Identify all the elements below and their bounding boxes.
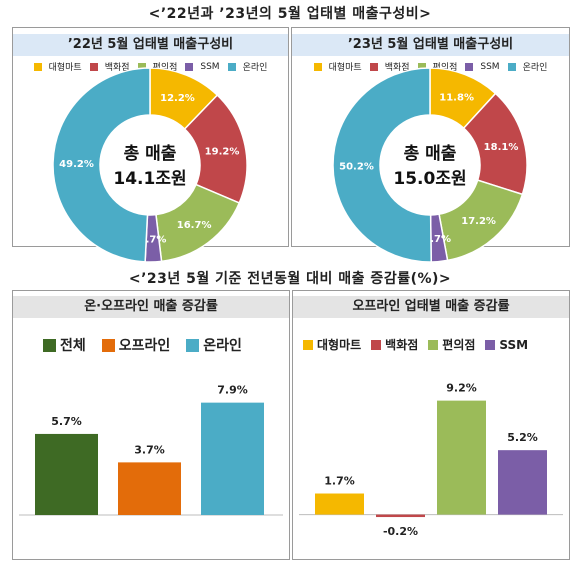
bar-online-offline-legend: 전체 오프라인 온라인 bbox=[43, 335, 242, 355]
bar-online-offline-legend-item-0: 전체 bbox=[43, 335, 86, 355]
pie-2023-legend-label-1: 백화점 bbox=[384, 63, 410, 73]
pie-2023-slice-label-0: 11.8% bbox=[439, 92, 474, 103]
pie-2023-legend-item-0: 대형마트 bbox=[313, 60, 362, 73]
bar-online-offline-legend-label-0: 전체 bbox=[60, 338, 86, 354]
pie-2023-legend-swatch-0 bbox=[313, 62, 322, 71]
bar-online-offline-legend-swatch-1 bbox=[101, 338, 115, 352]
pie-2023-legend: 대형마트 백화점 편의점 SSM 온라인 bbox=[292, 60, 569, 73]
top-section-title: <’22년과 ’23년의 5월 업태별 매출구성비> bbox=[148, 6, 432, 22]
bar-offline-types-chart: 1.7% -0.2% 9.2% 5.2% bbox=[299, 382, 563, 538]
bar-online-offline-legend-item-2: 온라인 bbox=[186, 335, 242, 355]
pie-2022-legend: 대형마트 백화점 편의점 SSM 온라인 bbox=[13, 60, 288, 73]
bar-offline-types-legend-swatch-0 bbox=[303, 339, 313, 350]
bar-online-offline-legend-label-1: 오프라인 bbox=[118, 338, 171, 354]
pie-2022-title: ’22년 5월 업태별 매출구성비 bbox=[13, 34, 288, 56]
bar-offline-types-legend-item-3: SSM bbox=[485, 338, 528, 352]
pie-2023-slice-label-3: 2.7% bbox=[423, 234, 451, 245]
bar-offline-types-bar-1 bbox=[376, 514, 425, 518]
bar-panel-offline-types: 오프라인 업태별 매출 증감률 대형마트 백화점 편의점 SSM 1.7% -0.2% 9… bbox=[292, 290, 570, 560]
pie-2022-legend-label-4: 온라인 bbox=[242, 63, 268, 73]
pie-2023-legend-item-3: SSM bbox=[465, 61, 500, 72]
pie-2023-chart: 11.8% 18.1% 17.2% 2.7% 50.2% 총 매출 15.0조원 bbox=[332, 67, 528, 263]
pie-2023-slice-label-4: 50.2% bbox=[339, 161, 374, 172]
pie-2023-slice-4 bbox=[332, 67, 432, 263]
pie-2022-total-title: 총 매출 bbox=[124, 144, 177, 164]
bar-offline-types-bar-0 bbox=[315, 493, 364, 515]
pie-2022-chart: 12.2% 19.2% 16.7% 2.7% 49.2% 총 매출 14.1조원 bbox=[52, 67, 248, 263]
bar-offline-types-legend-swatch-3 bbox=[485, 339, 496, 350]
pie-2022-legend-item-3: SSM bbox=[185, 61, 220, 72]
pie-2023-total-value: 15.0조원 bbox=[393, 169, 466, 189]
bar-offline-types-legend-item-2: 편의점 bbox=[428, 336, 475, 353]
pie-2023-legend-label-2: 편의점 bbox=[432, 63, 458, 73]
bar-offline-types-bar-2 bbox=[437, 400, 486, 515]
pie-2023-legend-swatch-3 bbox=[465, 62, 474, 71]
bar-online-offline-bar-0 bbox=[35, 433, 98, 515]
pie-2022-legend-item-4: 온라인 bbox=[227, 60, 268, 73]
pie-2023-legend-item-2: 편의점 bbox=[417, 60, 458, 73]
bar-online-offline-legend-swatch-0 bbox=[43, 338, 56, 352]
pie-2022-total-value: 14.1조원 bbox=[113, 169, 186, 189]
bar-online-offline-bar-label-1: 3.7% bbox=[134, 443, 165, 456]
pie-2022-legend-item-2: 편의점 bbox=[137, 60, 178, 73]
bar-offline-types-legend: 대형마트 백화점 편의점 SSM bbox=[303, 336, 528, 353]
pie-2022-slice-label-2: 16.7% bbox=[177, 220, 212, 231]
bar-panel-online-offline: 온·오프라인 매출 증감률 전체 오프라인 온라인 5.7% 3.7% 7.9% bbox=[12, 290, 290, 560]
pie-2023-legend-swatch-4 bbox=[507, 62, 516, 71]
pie-2023-title: ’23년 5월 업태별 매출구성비 bbox=[292, 34, 569, 56]
pie-2023-total-title: 총 매출 bbox=[404, 144, 457, 164]
bar-online-offline-title: 온·오프라인 매출 증감률 bbox=[13, 296, 289, 318]
pie-2022-slice-4 bbox=[52, 67, 151, 263]
bar-offline-types-legend-swatch-2 bbox=[428, 339, 439, 350]
bar-online-offline-bar-label-2: 7.9% bbox=[217, 384, 248, 397]
bar-offline-types-legend-swatch-1 bbox=[371, 339, 382, 350]
pie-2022-slice-label-3: 2.7% bbox=[139, 234, 167, 245]
bar-offline-types-bar-label-2: 9.2% bbox=[446, 382, 477, 395]
pie-2023-legend-label-0: 대형마트 bbox=[328, 63, 362, 73]
pie-2022-legend-label-3: SSM bbox=[200, 61, 220, 72]
bar-online-offline-legend-item-1: 오프라인 bbox=[101, 335, 171, 355]
pie-2022-legend-swatch-0 bbox=[33, 62, 42, 71]
pie-2022-legend-swatch-3 bbox=[185, 62, 194, 71]
bar-offline-types-legend-label-2: 편의점 bbox=[442, 338, 476, 352]
pie-2022-legend-label-1: 백화점 bbox=[104, 63, 130, 73]
pie-2022-legend-swatch-4 bbox=[227, 62, 236, 71]
pie-2022-legend-swatch-2 bbox=[137, 62, 146, 71]
pie-2023-legend-item-4: 온라인 bbox=[507, 60, 548, 73]
bar-offline-types-bar-label-3: 5.2% bbox=[507, 431, 538, 444]
pie-panel-2023: ’23년 5월 업태별 매출구성비 대형마트 백화점 편의점 SSM 온라인 11.8%… bbox=[291, 27, 570, 263]
pie-2022-slice-label-4: 49.2% bbox=[59, 159, 94, 170]
bar-offline-types-legend-label-3: SSM bbox=[499, 337, 529, 352]
pie-2022-slice-label-1: 19.2% bbox=[205, 146, 240, 157]
pie-2022-legend-label-2: 편의점 bbox=[152, 63, 178, 73]
bar-online-offline-bar-2 bbox=[201, 402, 264, 515]
pie-2023-slice-label-2: 17.2% bbox=[461, 216, 496, 227]
bar-offline-types-legend-label-1: 백화점 bbox=[385, 338, 419, 352]
pie-2022-legend-item-0: 대형마트 bbox=[33, 60, 82, 73]
bar-online-offline-bar-1 bbox=[118, 462, 181, 515]
bar-online-offline-legend-label-2: 온라인 bbox=[203, 338, 242, 354]
pie-2023-legend-label-4: 온라인 bbox=[522, 63, 548, 73]
bar-offline-types-bar-label-0: 1.7% bbox=[324, 475, 355, 488]
pie-2022-legend-swatch-1 bbox=[89, 62, 98, 71]
pie-2023-slice-label-1: 18.1% bbox=[484, 142, 519, 153]
bar-online-offline-bar-label-0: 5.7% bbox=[51, 415, 82, 428]
bar-offline-types-legend-label-0: 대형마트 bbox=[317, 338, 362, 352]
pie-2022-slice-label-0: 12.2% bbox=[160, 93, 195, 104]
bar-offline-types-legend-item-1: 백화점 bbox=[371, 336, 418, 353]
pie-2023-legend-item-1: 백화점 bbox=[369, 60, 410, 73]
bar-offline-types-bar-3 bbox=[498, 450, 547, 515]
bottom-section-title: <’23년 5월 기준 전년동월 대비 매출 증감률(%)> bbox=[128, 271, 452, 287]
pie-2023-legend-swatch-1 bbox=[369, 62, 378, 71]
pie-2023-legend-label-3: SSM bbox=[480, 61, 500, 72]
bar-offline-types-bar-label-1: -0.2% bbox=[383, 525, 418, 538]
pie-2022-legend-label-0: 대형마트 bbox=[48, 63, 82, 73]
pie-2022-legend-item-1: 백화점 bbox=[89, 60, 130, 73]
bar-online-offline-chart: 5.7% 3.7% 7.9% bbox=[19, 384, 283, 516]
bar-online-offline-legend-swatch-2 bbox=[186, 338, 200, 352]
pie-2023-legend-swatch-2 bbox=[417, 62, 426, 71]
bar-offline-types-legend-item-0: 대형마트 bbox=[303, 336, 361, 353]
pie-panel-2022: ’22년 5월 업태별 매출구성비 대형마트 백화점 편의점 SSM 온라인 12.2%… bbox=[12, 27, 289, 263]
bar-offline-types-title: 오프라인 업태별 매출 증감률 bbox=[293, 296, 569, 318]
